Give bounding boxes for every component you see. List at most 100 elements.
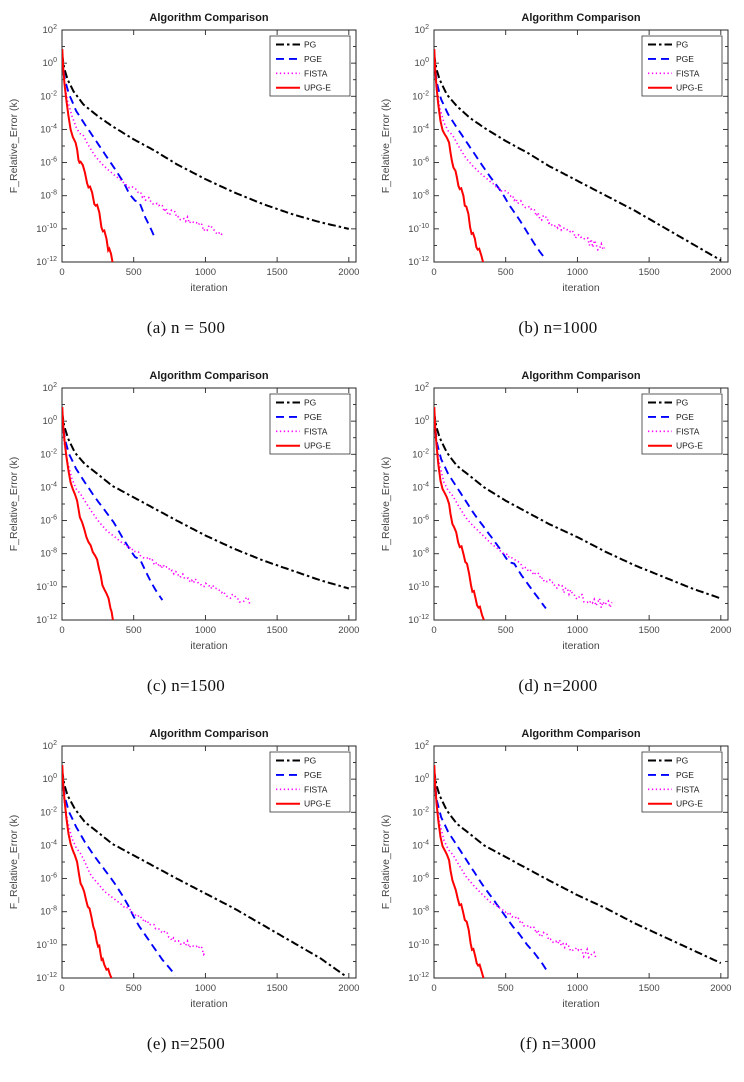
x-tick-label: 2000 <box>710 267 731 278</box>
legend-label-FISTA: FISTA <box>304 426 328 436</box>
legend: PG PGE FISTA UPG-E <box>269 35 351 97</box>
subplot-c: Algorithm Comparison 0 500 1000 1500 2000 102 1… <box>0 366 372 724</box>
series-FISTA <box>62 774 207 957</box>
series-PG <box>434 53 722 262</box>
series-FISTA <box>434 58 606 252</box>
series-UPG-E <box>62 49 114 262</box>
legend-label-PGE: PGE <box>304 54 322 64</box>
y-tick-label: 10-10 <box>408 581 429 593</box>
x-tick-label: 2000 <box>338 267 359 278</box>
y-tick-label: 100 <box>43 57 58 69</box>
series-PG <box>434 769 722 965</box>
series-UPG-E <box>434 765 485 978</box>
legend-box <box>269 35 351 97</box>
x-axis-label: iteration <box>562 282 600 294</box>
y-tick-label: 10-10 <box>36 939 57 951</box>
chart-title: Algorithm Comparison <box>521 728 640 740</box>
series-UPG-E <box>434 49 484 262</box>
legend-label-UPG-E: UPG-E <box>676 799 703 809</box>
y-tick-label: 102 <box>43 24 58 36</box>
series-PG <box>62 411 350 590</box>
y-tick-label: 100 <box>415 57 430 69</box>
x-tick-label: 2000 <box>710 983 731 994</box>
series-group <box>434 49 722 262</box>
y-tick-label: 10-4 <box>40 839 57 851</box>
series-PGE <box>62 774 177 977</box>
y-tick-label: 10-4 <box>412 123 429 135</box>
y-tick-label: 10-8 <box>40 906 57 918</box>
legend-label-PG: PG <box>304 756 316 766</box>
legend-box <box>269 393 351 455</box>
plot-frame <box>433 745 729 979</box>
chart-title: Algorithm Comparison <box>149 12 268 24</box>
y-tick-label: 102 <box>415 740 430 752</box>
legend-label-UPG-E: UPG-E <box>676 441 703 451</box>
legend-box <box>641 751 723 813</box>
x-tick-label: 1000 <box>195 267 216 278</box>
x-axis-label: iteration <box>190 998 228 1010</box>
caption-c: (c) n=1500 <box>146 676 226 695</box>
legend-label-UPG-E: UPG-E <box>676 83 703 93</box>
y-tick-label: 100 <box>415 415 430 427</box>
series-PG <box>434 411 722 600</box>
legend: PG PGE FISTA UPG-E <box>269 751 351 813</box>
chart-e: Algorithm Comparison 0 500 1000 1500 2000 102 1… <box>8 728 359 1010</box>
series-PGE <box>434 58 546 260</box>
x-tick-label: 0 <box>431 267 436 278</box>
y-tick-label: 10-8 <box>40 548 57 560</box>
x-tick-label: 0 <box>59 625 64 636</box>
y-tick-label: 10-10 <box>408 939 429 951</box>
x-tick-label: 1000 <box>567 267 588 278</box>
subplot-a: Algorithm Comparison 0 500 1000 1500 2000 102 1… <box>0 8 372 366</box>
legend-label-FISTA: FISTA <box>676 426 700 436</box>
legend-label-PG: PG <box>676 398 688 408</box>
legend: PG PGE FISTA UPG-E <box>641 393 723 455</box>
y-tick-label: 102 <box>415 382 430 394</box>
y-tick-label: 10-12 <box>408 972 429 984</box>
legend-label-FISTA: FISTA <box>676 784 700 794</box>
y-tick-label: 10-6 <box>40 873 57 885</box>
caption-b: (b) n=1000 <box>518 318 598 337</box>
legend-label-FISTA: FISTA <box>676 68 700 78</box>
series-group <box>62 49 350 262</box>
y-tick-label: 102 <box>415 24 430 36</box>
y-tick-label: 10-2 <box>40 90 57 102</box>
y-tick-label: 10-8 <box>40 190 57 202</box>
x-tick-label: 500 <box>498 267 514 278</box>
legend-label-PG: PG <box>304 398 316 408</box>
series-UPG-E <box>62 407 114 620</box>
series-PGE <box>434 416 547 609</box>
chart-c: Algorithm Comparison 0 500 1000 1500 2000 102 1… <box>8 370 359 652</box>
legend: PG PGE FISTA UPG-E <box>641 751 723 813</box>
x-tick-label: 1500 <box>639 983 660 994</box>
x-tick-label: 500 <box>126 625 142 636</box>
x-axis-label: iteration <box>562 640 600 652</box>
x-tick-label: 0 <box>431 983 436 994</box>
subplot-b: Algorithm Comparison 0 500 1000 1500 2000 102 1… <box>372 8 744 366</box>
series-FISTA <box>434 774 598 960</box>
series-PGE <box>62 58 157 240</box>
y-tick-label: 10-8 <box>412 548 429 560</box>
y-tick-label: 10-4 <box>40 123 57 135</box>
x-axis-label: iteration <box>190 640 228 652</box>
y-tick-label: 100 <box>415 773 430 785</box>
y-tick-label: 10-12 <box>36 256 57 268</box>
y-tick-label: 10-6 <box>412 873 429 885</box>
x-tick-label: 0 <box>59 983 64 994</box>
y-axis-label: F_Relative_Error (k) <box>8 815 20 910</box>
x-tick-label: 1000 <box>567 983 588 994</box>
x-tick-label: 1000 <box>567 625 588 636</box>
x-tick-label: 1500 <box>267 267 288 278</box>
y-tick-label: 102 <box>43 382 58 394</box>
legend-label-UPG-E: UPG-E <box>304 83 331 93</box>
chart-title: Algorithm Comparison <box>521 370 640 382</box>
plot-frame <box>433 29 729 263</box>
y-tick-label: 100 <box>43 773 58 785</box>
y-tick-label: 10-2 <box>40 448 57 460</box>
y-tick-label: 10-2 <box>412 90 429 102</box>
plot-frame <box>61 29 357 263</box>
legend-label-PGE: PGE <box>676 770 694 780</box>
x-tick-label: 1000 <box>195 625 216 636</box>
chart-title: Algorithm Comparison <box>521 12 640 24</box>
